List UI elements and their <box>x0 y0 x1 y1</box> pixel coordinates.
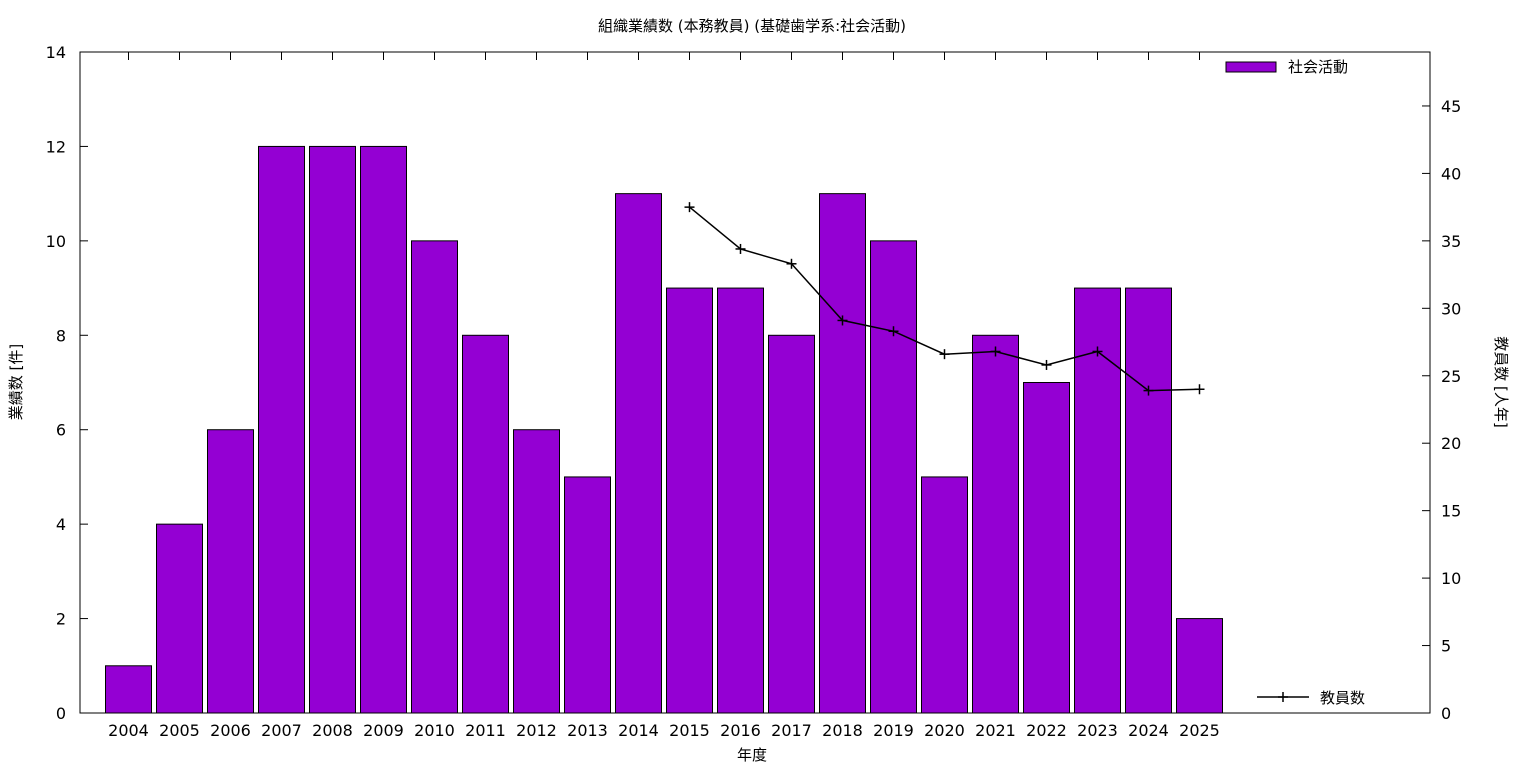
y-tick-label: 6 <box>56 421 66 440</box>
bar-2017 <box>768 334 815 714</box>
bar-2004 <box>105 665 152 714</box>
y2-tick-label: 20 <box>1441 434 1461 453</box>
x-tick-label: 2009 <box>363 721 404 740</box>
bar-2015 <box>666 287 713 714</box>
x-tick-label: 2025 <box>1179 721 1220 740</box>
x-axis-ticks: 2004 2005 2006 2007 2008 2009 2010 2011 2012 2013… <box>108 52 1220 740</box>
x-tick-label: 2013 <box>567 721 608 740</box>
x-tick-label: 2021 <box>975 721 1016 740</box>
y2-tick-label: 0 <box>1441 704 1451 723</box>
x-tick-label: 2020 <box>924 721 965 740</box>
x-tick-label: 2023 <box>1077 721 1118 740</box>
x-tick-label: 2010 <box>414 721 455 740</box>
bar-2022 <box>1023 382 1070 714</box>
x-tick-label: 2016 <box>720 721 761 740</box>
bar-2020 <box>921 476 968 714</box>
bar-2013 <box>564 476 611 714</box>
plot-frame <box>79 51 1431 714</box>
line-point-2025 <box>1194 384 1205 395</box>
bar-2010 <box>411 240 458 714</box>
y-tick-label: 12 <box>46 137 66 156</box>
bar-2016 <box>717 287 764 714</box>
x-tick-label: 2019 <box>873 721 914 740</box>
bar-2019 <box>870 240 917 714</box>
line-point-2016 <box>735 243 746 254</box>
y-axis-label: 業績数 [件] <box>7 344 25 420</box>
bar-2011 <box>462 334 509 714</box>
bar-2018 <box>819 193 866 714</box>
x-tick-label: 2024 <box>1128 721 1169 740</box>
x-tick-label: 2004 <box>108 721 149 740</box>
x-tick-label: 2017 <box>771 721 812 740</box>
y-tick-label: 2 <box>56 610 66 629</box>
line-point-2015 <box>684 202 695 213</box>
bar-2023 <box>1074 287 1121 714</box>
y2-tick-label: 5 <box>1441 637 1451 656</box>
legend-bar-label: 社会活動 <box>1288 58 1348 76</box>
y2-tick-label: 25 <box>1441 367 1461 386</box>
y2-tick-label: 10 <box>1441 569 1461 588</box>
x-axis-label: 年度 <box>737 746 767 764</box>
x-tick-label: 2005 <box>159 721 200 740</box>
x-tick-label: 2014 <box>618 721 659 740</box>
x-tick-label: 2006 <box>210 721 251 740</box>
bar-2014 <box>615 193 662 714</box>
x-tick-label: 2008 <box>312 721 353 740</box>
bar-2012 <box>513 429 560 714</box>
y2-tick-label: 45 <box>1441 97 1461 116</box>
x-tick-label: 2015 <box>669 721 710 740</box>
bar-2005 <box>156 523 203 714</box>
bar-2024 <box>1125 287 1172 714</box>
y-tick-label: 14 <box>46 43 66 62</box>
legend-bar-entry: 社会活動 <box>1225 58 1348 76</box>
legend-line-entry: 教員数 <box>1257 689 1365 707</box>
x-tick-label: 2012 <box>516 721 557 740</box>
y2-tick-label: 35 <box>1441 232 1461 251</box>
bar-2021 <box>972 334 1019 714</box>
line-point-2023 <box>1092 346 1103 357</box>
legend-line-label: 教員数 <box>1320 689 1365 707</box>
line-point-2018 <box>837 315 848 326</box>
bar-2009 <box>360 145 407 714</box>
y-tick-label: 8 <box>56 326 66 345</box>
x-tick-label: 2011 <box>465 721 506 740</box>
line-series <box>684 202 1205 396</box>
y-tick-label: 0 <box>56 704 66 723</box>
line-path <box>689 206 1200 392</box>
x-tick-label: 2007 <box>261 721 302 740</box>
x-tick-label: 2018 <box>822 721 863 740</box>
chart-title: 組織業績数 (本務教員) (基礎歯学系:社会活動) <box>598 17 906 35</box>
y2-tick-label: 40 <box>1441 164 1461 183</box>
bar-2006 <box>207 429 254 714</box>
legend-bar-swatch <box>1225 61 1277 73</box>
bar-series <box>105 145 1223 714</box>
line-point-2020 <box>939 349 950 360</box>
y-axis-ticks: 0 2 4 6 8 10 12 14 <box>46 43 88 723</box>
y2-axis-ticks: 0 5 10 15 20 25 30 35 40 45 <box>1422 97 1461 723</box>
y2-axis-label: 教員数 [人年] <box>1492 336 1510 427</box>
y-tick-label: 4 <box>56 515 66 534</box>
bar-2008 <box>309 145 356 714</box>
y2-tick-label: 15 <box>1441 502 1461 521</box>
line-point-2017 <box>786 258 797 269</box>
line-point-2022 <box>1041 359 1052 370</box>
bar-2025 <box>1176 618 1223 714</box>
bar-2007 <box>258 145 305 714</box>
line-point-2021 <box>990 346 1001 357</box>
y-tick-label: 10 <box>46 232 66 251</box>
line-point-2024 <box>1143 385 1154 396</box>
y2-tick-label: 30 <box>1441 299 1461 318</box>
line-point-2019 <box>888 326 899 337</box>
x-tick-label: 2022 <box>1026 721 1067 740</box>
